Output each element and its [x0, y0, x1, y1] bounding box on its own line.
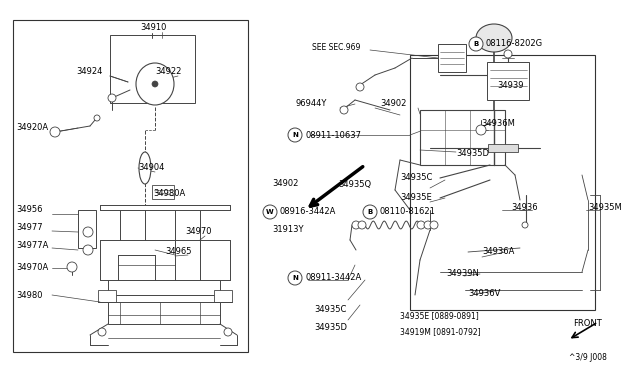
Text: 34919M [0891-0792]: 34919M [0891-0792] [400, 327, 481, 337]
Text: 34939N: 34939N [446, 269, 479, 279]
Circle shape [504, 50, 512, 58]
Ellipse shape [136, 63, 174, 105]
Text: B: B [367, 209, 372, 215]
Circle shape [288, 271, 302, 285]
Text: 34936M: 34936M [481, 119, 515, 128]
Circle shape [424, 221, 432, 229]
Text: 08911-3442A: 08911-3442A [305, 273, 361, 282]
Text: 34902: 34902 [380, 99, 406, 109]
Ellipse shape [476, 24, 512, 52]
Bar [420, 110, 505, 165]
Ellipse shape [139, 152, 151, 184]
Text: 08110-81621: 08110-81621 [380, 208, 436, 217]
Text: B: B [474, 41, 479, 47]
Text: 34935Q: 34935Q [338, 180, 371, 189]
Bar [214, 290, 232, 302]
Circle shape [288, 128, 302, 142]
Text: 34935E: 34935E [400, 193, 432, 202]
Text: 34904: 34904 [138, 164, 164, 173]
Text: 34936: 34936 [511, 202, 538, 212]
Circle shape [363, 205, 377, 219]
Bar [438, 44, 466, 72]
Text: ^3/9 J008: ^3/9 J008 [569, 353, 607, 362]
Text: 34970A: 34970A [16, 263, 48, 273]
Circle shape [417, 221, 425, 229]
Text: 96944Y: 96944Y [296, 99, 328, 109]
Text: 34936V: 34936V [468, 289, 500, 298]
Circle shape [67, 262, 77, 272]
Text: 34977A: 34977A [16, 241, 49, 250]
Text: 34939: 34939 [497, 81, 524, 90]
Text: FRONT: FRONT [573, 320, 602, 328]
Circle shape [522, 222, 528, 228]
Text: 08916-3442A: 08916-3442A [280, 208, 337, 217]
Bar [98, 290, 116, 302]
Circle shape [263, 205, 277, 219]
Circle shape [83, 245, 93, 255]
Circle shape [476, 125, 486, 135]
Bar [78, 210, 96, 248]
Text: 34935M: 34935M [588, 202, 621, 212]
Circle shape [352, 221, 360, 229]
Text: 34980: 34980 [16, 291, 42, 299]
Circle shape [356, 83, 364, 91]
Bar [108, 302, 220, 324]
Text: 34935E [0889-0891]: 34935E [0889-0891] [400, 311, 479, 321]
Text: 34920A: 34920A [16, 124, 48, 132]
Text: 34910: 34910 [140, 23, 166, 32]
Circle shape [152, 81, 158, 87]
Text: 34956: 34956 [16, 205, 42, 215]
Text: 34977: 34977 [16, 224, 43, 232]
Circle shape [340, 106, 348, 114]
Circle shape [98, 328, 106, 336]
Text: 34924: 34924 [76, 67, 102, 77]
Circle shape [83, 227, 93, 237]
Bar [13, 20, 248, 352]
Bar [410, 55, 595, 310]
Text: 34936A: 34936A [482, 247, 515, 257]
Text: 34935D: 34935D [456, 148, 489, 157]
Text: 34935D: 34935D [314, 324, 347, 333]
Circle shape [50, 127, 60, 137]
Text: 34935C: 34935C [314, 305, 346, 314]
Circle shape [469, 37, 483, 51]
Text: 34980A: 34980A [153, 189, 185, 198]
Text: 08911-10637: 08911-10637 [305, 131, 361, 140]
Text: 34902: 34902 [272, 179, 298, 187]
Circle shape [108, 94, 116, 102]
Text: 34965: 34965 [165, 247, 191, 257]
Text: SEE SEC.969: SEE SEC.969 [312, 42, 360, 51]
Text: 31913Y: 31913Y [272, 225, 303, 234]
Text: N: N [292, 132, 298, 138]
Bar [488, 144, 518, 152]
Text: 08116-8202G: 08116-8202G [486, 39, 543, 48]
Circle shape [224, 328, 232, 336]
Circle shape [430, 221, 438, 229]
Bar [487, 62, 529, 100]
Text: N: N [292, 275, 298, 281]
Bar [110, 35, 195, 103]
Circle shape [358, 221, 366, 229]
Text: W: W [266, 209, 274, 215]
Bar [152, 185, 174, 199]
Text: 34922: 34922 [155, 67, 181, 77]
Text: 34970: 34970 [185, 228, 211, 237]
Text: 34935C: 34935C [400, 173, 433, 183]
Circle shape [94, 115, 100, 121]
